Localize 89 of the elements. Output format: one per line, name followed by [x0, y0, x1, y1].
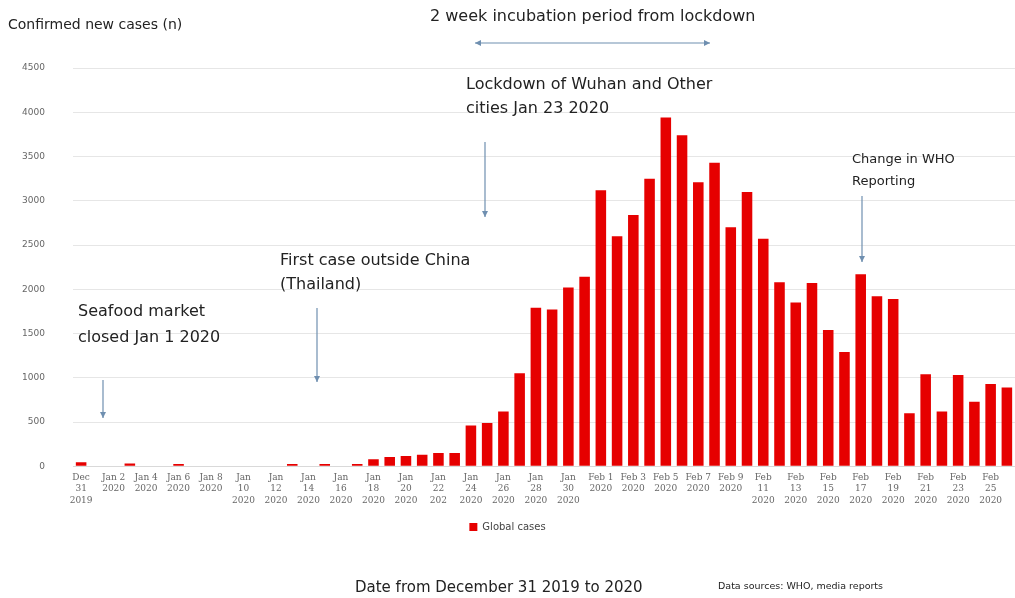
- x-tick-label: Jan 22 202: [429, 472, 448, 505]
- bar: [839, 352, 850, 466]
- y-tick-label: 1000: [22, 372, 46, 383]
- bar: [465, 425, 477, 466]
- legend-label: Global cases: [482, 520, 546, 532]
- bar: [628, 214, 639, 466]
- y-tick-label: 1500: [22, 327, 46, 338]
- bar: [1001, 387, 1013, 466]
- y-tick-label: 2500: [22, 239, 46, 250]
- bar: [530, 307, 542, 466]
- bar: [481, 422, 493, 466]
- x-tick-label: Jan 26 2020: [491, 472, 516, 505]
- bar: [920, 374, 931, 466]
- bar: [790, 302, 802, 466]
- x-tick-label: Feb 25 2020: [979, 472, 1003, 505]
- x-tick-label: Jan 2 2020: [100, 472, 126, 494]
- annotation: Seafood market closed Jan 1 2020: [78, 300, 222, 348]
- x-tick-label: Feb 17 2020: [849, 472, 873, 505]
- x-tick-label: Feb 1 2020: [588, 472, 614, 494]
- x-tick-label: Feb 15 2020: [816, 472, 840, 505]
- x-axis-title: Date from December 31 2019 to 2020: [355, 578, 643, 596]
- bar: [75, 462, 87, 466]
- x-tick-label: Feb 11 2020: [751, 472, 775, 505]
- bar: [416, 454, 428, 466]
- bar: [693, 182, 704, 466]
- bar: [514, 373, 525, 466]
- bar: [757, 238, 769, 466]
- bar: [368, 459, 379, 466]
- bar: [400, 456, 412, 466]
- y-axis-title: Confirmed new cases (n): [8, 16, 183, 32]
- bar: [384, 456, 395, 466]
- x-tick-label: Dec 31 2019: [69, 472, 93, 505]
- bar: [660, 117, 672, 466]
- y-tick-label: 3000: [22, 195, 46, 206]
- x-tick-label: Jan 10 2020: [232, 472, 256, 505]
- x-tick-label: Jan 12 2020: [264, 472, 288, 505]
- y-tick-label: 4500: [22, 62, 46, 73]
- bar: [595, 190, 607, 466]
- bar: [774, 282, 785, 466]
- bar: [904, 413, 915, 466]
- bar: [579, 276, 590, 466]
- x-tick-label: Jan 20 2020: [394, 472, 418, 505]
- y-tick-label: 2000: [22, 283, 46, 294]
- bar: [546, 309, 558, 466]
- bar: [676, 135, 688, 466]
- x-tick-label: Jan 14 2020: [297, 472, 321, 505]
- annotation: Change in WHO Reporting: [852, 150, 956, 190]
- bar: [498, 411, 509, 466]
- bar: [449, 452, 460, 466]
- y-tick-label: 500: [27, 416, 46, 427]
- bar: [741, 191, 753, 466]
- bar: [887, 298, 899, 466]
- bar: [644, 178, 655, 466]
- bar: [855, 274, 866, 466]
- x-tick-label: Feb 7 2020: [685, 472, 712, 494]
- bar: [871, 296, 883, 466]
- x-tick-label: Jan 6 2020: [165, 472, 191, 494]
- y-tick-label: 4000: [22, 106, 46, 117]
- x-tick-label: Jan 30 2020: [556, 472, 581, 505]
- x-tick-label: Feb 9 2020: [718, 472, 744, 494]
- x-tick-label: Feb 21 2020: [914, 472, 938, 505]
- bar: [985, 383, 996, 466]
- bar: [822, 329, 834, 466]
- annotation: Lockdown of Wuhan and Other cities Jan 23 2020: [466, 73, 714, 119]
- bar: [725, 227, 737, 466]
- x-tick-label: Feb 19 2020: [881, 472, 905, 505]
- bar: [969, 401, 980, 466]
- y-tick-label: 3500: [22, 150, 46, 161]
- text: Data sources: WHO, media reports: [718, 580, 884, 591]
- bar: [433, 452, 444, 466]
- bar: [563, 287, 574, 466]
- x-tick-label: Feb 5 2020: [653, 472, 679, 494]
- x-tick-label: Jan 28 2020: [524, 472, 548, 505]
- annotation: First case outside China (Thailand): [280, 249, 472, 295]
- y-tick-label: 0: [39, 460, 46, 471]
- x-tick-label: Jan 18 2020: [362, 472, 386, 505]
- x-tick-label: Feb 13 2020: [784, 472, 808, 505]
- x-tick-label: Feb 3 2020: [620, 472, 647, 494]
- bar: [952, 375, 964, 466]
- x-tick-label: Jan 24 2020: [459, 472, 483, 505]
- x-tick-label: Jan 4 2020: [133, 472, 159, 494]
- x-tick-label: Jan 16 2020: [329, 472, 353, 505]
- bar: [709, 162, 720, 466]
- bar: [806, 283, 818, 466]
- text: 2 week incubation period from lockdown: [430, 6, 756, 25]
- bar: [611, 236, 623, 466]
- x-tick-label: Feb 23 2020: [946, 472, 970, 505]
- x-tick-label: Jan 8 2020: [198, 472, 223, 494]
- bar: [936, 411, 948, 466]
